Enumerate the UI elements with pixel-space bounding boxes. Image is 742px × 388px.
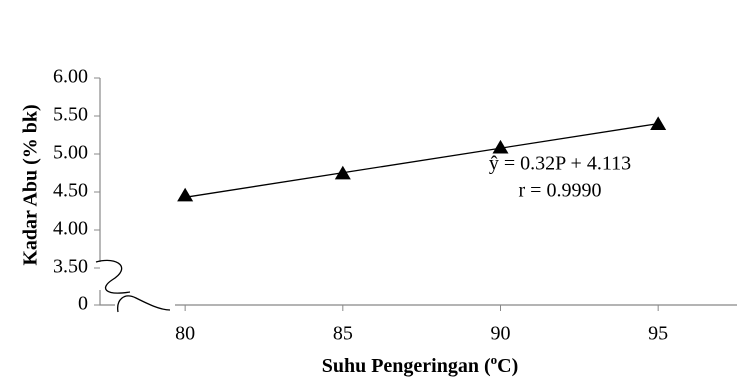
x-tick-label: 90 — [490, 323, 510, 345]
equation: ŷ = 0.32P + 4.113 — [489, 153, 631, 175]
y-tick-label: 5.00 — [53, 142, 88, 164]
x-tick-label: 80 — [175, 323, 195, 345]
x-axis-title: Suhu Pengeringan (oC) — [322, 352, 519, 377]
y-tick-label: 0 — [78, 293, 88, 315]
axis-lines — [99, 78, 737, 306]
marker — [334, 165, 351, 180]
y-axis-title: Kadar Abu (% bk) — [20, 104, 42, 265]
y-tick-label: 4.00 — [53, 218, 88, 240]
marker — [177, 187, 194, 202]
y-tick-label: 6.00 — [53, 66, 88, 88]
correlation: r = 0.9990 — [519, 180, 602, 202]
x-axis-break — [117, 295, 171, 313]
x-tick-label: 95 — [648, 323, 668, 345]
marker — [492, 139, 509, 154]
trendline — [185, 122, 659, 198]
x-tick-label: 85 — [333, 323, 353, 345]
x-title-part: Suhu Pengeringan ( — [322, 355, 491, 377]
marker — [650, 116, 667, 130]
x-title-part: C) — [497, 355, 518, 377]
y-tick-label: 3.50 — [53, 256, 88, 278]
y-tick-label: 4.50 — [53, 180, 88, 202]
y-axis-break — [95, 259, 131, 294]
y-tick-label: 5.50 — [53, 104, 88, 126]
x-title-sup: o — [491, 352, 498, 367]
